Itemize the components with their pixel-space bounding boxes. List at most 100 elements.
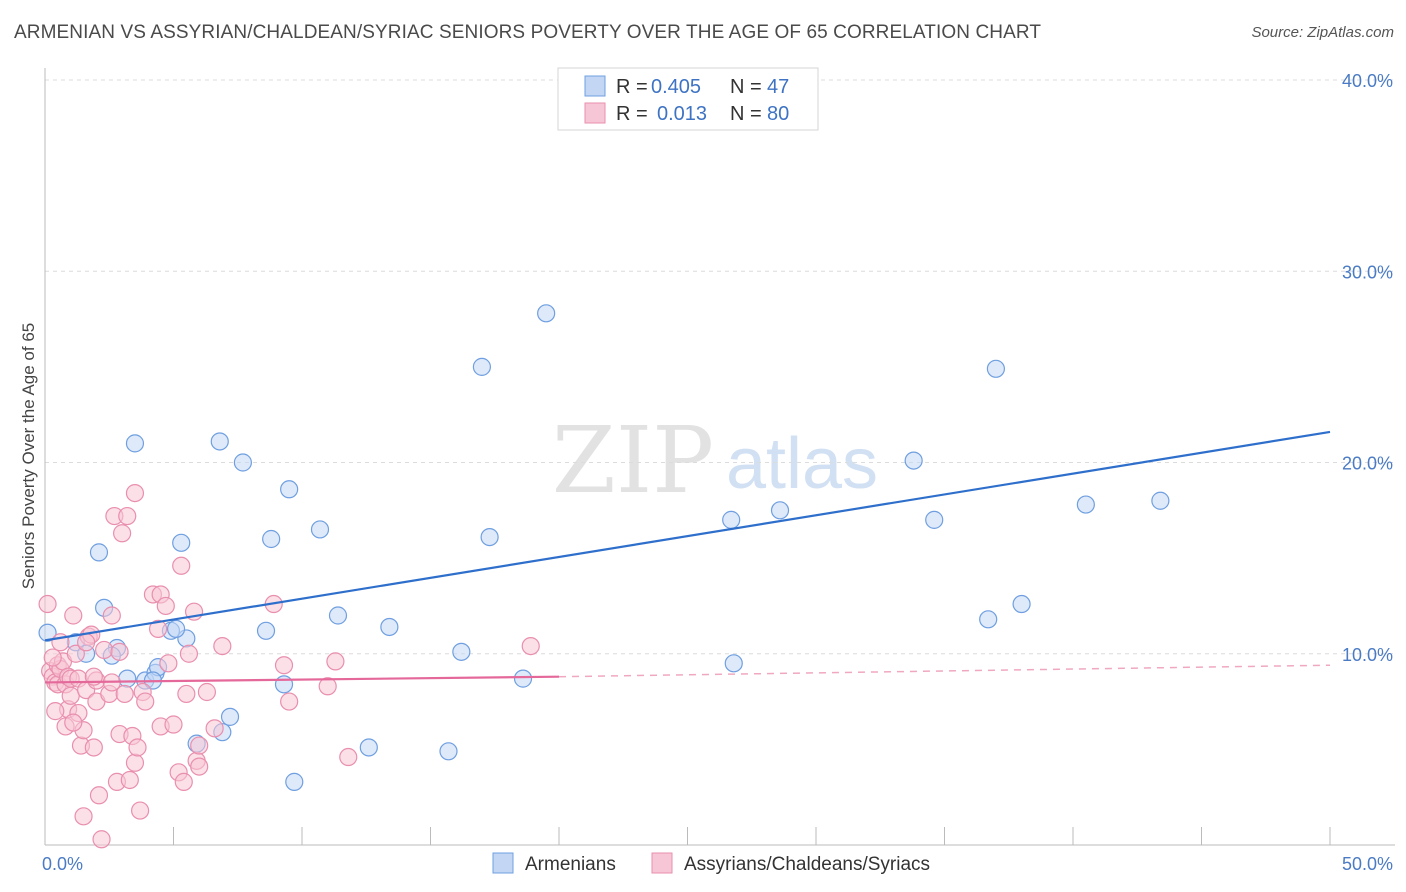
armenians-point-31 xyxy=(480,527,499,547)
armenians-point-26 xyxy=(328,606,348,625)
assyrians-point-66 xyxy=(339,747,358,767)
assyrians-point-36 xyxy=(115,684,134,704)
assyrians-point-60 xyxy=(213,636,232,656)
armenians-point-8 xyxy=(125,434,145,453)
armenians-point-37 xyxy=(904,451,923,470)
assyrians-point-38 xyxy=(120,770,139,790)
legend-r-value-1: 0.405 xyxy=(651,76,701,98)
assyrians-point-1 xyxy=(38,594,57,614)
assyrians-point-54 xyxy=(179,644,199,663)
y-tick-label-1: 10.0% xyxy=(1342,645,1393,665)
assyrians-trend-line xyxy=(44,675,560,684)
armenians-point-32 xyxy=(513,669,533,688)
armenians-point-1 xyxy=(38,623,57,642)
armenians-point-24 xyxy=(285,772,304,791)
armenians-point-30 xyxy=(472,357,491,376)
assyrians-point-41 xyxy=(128,738,147,757)
assyrians-point-27 xyxy=(89,786,109,805)
legend-n-label-2: N = xyxy=(730,103,762,125)
armenians-point-41 xyxy=(1012,594,1031,614)
armenians-point-23 xyxy=(280,480,299,499)
source-label: Source: ZipAtlas.com xyxy=(1251,24,1394,41)
armenians-point-39 xyxy=(979,610,998,629)
assyrians-point-15 xyxy=(64,606,83,625)
assyrians-point-59 xyxy=(205,719,224,738)
armenians-point-38 xyxy=(925,510,944,529)
assyrians-point-50 xyxy=(164,715,183,734)
x-tick-labels: 0.0% 50.0% xyxy=(42,854,1393,874)
armenians-point-44 xyxy=(439,742,458,761)
armenians-point-27 xyxy=(359,738,378,757)
grid-lines xyxy=(45,79,1395,655)
assyrians-point-76 xyxy=(110,642,129,661)
assyrians-point-52 xyxy=(172,556,191,575)
y-tick-labels: 10.0% 20.0% 30.0% 40.0% xyxy=(1342,71,1393,665)
assyrians-trend-extension xyxy=(558,664,1331,678)
assyrians-point-57 xyxy=(190,736,209,755)
watermark-zip: ZIP xyxy=(552,407,714,514)
assyrians-point-35 xyxy=(112,524,132,543)
legend-r-label-2: R = xyxy=(616,103,648,125)
assyrians-point-78 xyxy=(43,648,62,667)
series-legend: Armenians Assyrians/Chaldeans/Syriacs xyxy=(492,852,930,875)
assyrians-point-37 xyxy=(118,506,137,526)
bottom-legend-swatch-assyrians xyxy=(651,852,673,874)
y-tick-label-4: 40.0% xyxy=(1342,71,1393,91)
legend-n-value-2: 80 xyxy=(767,103,789,125)
assyrians-point-70 xyxy=(77,633,96,652)
assyrians-point-79 xyxy=(190,757,209,776)
legend-r-label-1: R = xyxy=(616,76,648,98)
armenians-point-13 xyxy=(172,533,191,552)
assyrians-point-31 xyxy=(102,606,121,625)
correlation-legend: R = 0.405 N = 47 R = 0.013 N = 80 xyxy=(557,67,819,131)
legend-swatch-armenians xyxy=(584,75,606,97)
armenians-point-45 xyxy=(166,619,186,638)
armenians-point-33 xyxy=(537,304,556,323)
assyrians-point-42 xyxy=(130,801,150,820)
armenians-point-20 xyxy=(256,621,276,640)
axes xyxy=(44,68,1395,846)
assyrians-point-16 xyxy=(66,644,85,663)
armenians-point-25 xyxy=(310,520,330,539)
assyrians-point-73 xyxy=(159,654,178,673)
armenians-point-42 xyxy=(1076,495,1095,514)
x-tick-label-start: 0.0% xyxy=(42,854,83,874)
assyrians-point-72 xyxy=(125,484,145,503)
assyrians-point-40 xyxy=(125,753,145,772)
legend-n-label-1: N = xyxy=(730,76,762,98)
assyrians-point-25 xyxy=(84,738,103,757)
assyrians-point-69 xyxy=(46,702,65,721)
trend-lines xyxy=(44,430,1331,684)
assyrians-point-44 xyxy=(136,692,155,711)
assyrians-point-49 xyxy=(156,596,175,616)
armenians-point-21 xyxy=(262,529,281,549)
watermark-atlas: atlas xyxy=(726,424,878,504)
y-tick-label-2: 20.0% xyxy=(1342,454,1393,474)
assyrians-point-21 xyxy=(74,807,93,826)
armenians-point-43 xyxy=(1151,491,1170,510)
bottom-legend-armenians: Armenians xyxy=(525,854,616,875)
assyrians-point-67 xyxy=(521,636,540,656)
armenians-point-35 xyxy=(724,654,743,673)
assyrians-point-77 xyxy=(174,772,193,791)
armenians-point-40 xyxy=(986,359,1006,378)
assyrians-point-53 xyxy=(177,684,196,704)
y-axis-label: Seniors Poverty Over the Age of 65 xyxy=(19,323,38,589)
legend-r-value-2: 0.013 xyxy=(657,103,707,125)
assyrians-point-64 xyxy=(318,677,337,696)
bottom-legend-assyrians: Assyrians/Chaldeans/Syriacs xyxy=(684,854,930,875)
legend-swatch-assyrians xyxy=(584,102,606,124)
assyrians-point-58 xyxy=(197,682,217,702)
legend-n-value-1: 47 xyxy=(767,76,789,98)
armenians-point-29 xyxy=(452,642,471,661)
assyrians-point-63 xyxy=(280,692,299,711)
series-assyrians-points xyxy=(38,484,540,849)
armenians-point-16 xyxy=(210,432,229,451)
assyrians-point-29 xyxy=(95,640,114,660)
assyrians-point-65 xyxy=(326,652,345,671)
armenians-point-19 xyxy=(233,453,252,472)
armenians-trend-line xyxy=(44,430,1331,642)
armenians-point-18 xyxy=(220,707,240,726)
assyrians-point-14 xyxy=(61,686,80,705)
